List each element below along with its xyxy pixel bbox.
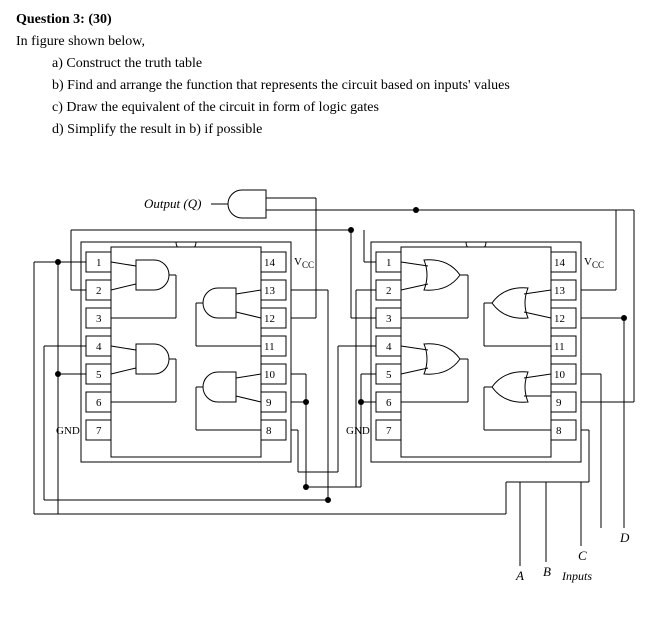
question-title: Question 3: (30) — [16, 12, 656, 28]
svg-text:11: 11 — [264, 341, 275, 353]
svg-text:4: 4 — [386, 341, 392, 353]
svg-text:1: 1 — [96, 257, 102, 269]
svg-text:2: 2 — [96, 285, 102, 297]
circuit-figure: 1 2 3 4 5 6 7 14 13 12 11 10 9 8 GND VCC — [16, 152, 656, 592]
svg-text:5: 5 — [386, 369, 392, 381]
svg-text:3: 3 — [96, 313, 102, 325]
svg-text:3: 3 — [386, 313, 392, 325]
part-c: c) Draw the equivalent of the circuit in… — [52, 100, 656, 116]
svg-text:13: 13 — [264, 285, 276, 297]
ic-left: 1 2 3 4 5 6 7 14 13 12 11 10 9 8 GND VCC — [56, 242, 314, 462]
input-b: B — [543, 564, 551, 579]
svg-text:5: 5 — [96, 369, 102, 381]
svg-text:14: 14 — [554, 257, 566, 269]
svg-text:8: 8 — [266, 425, 272, 437]
question-parts: a) Construct the truth table b) Find and… — [52, 56, 656, 138]
output-gate: Output (Q) — [144, 190, 266, 218]
input-c: C — [578, 548, 587, 563]
svg-text:6: 6 — [386, 397, 392, 409]
svg-text:9: 9 — [556, 397, 562, 409]
ic-right: 1 2 3 4 5 6 7 14 13 12 11 10 9 8 GND VCC — [346, 242, 604, 462]
svg-text:7: 7 — [386, 425, 392, 437]
svg-text:8: 8 — [556, 425, 562, 437]
ic-right-pins-left: 1 2 3 4 5 6 7 — [376, 252, 401, 440]
vcc-label-right: VCC — [584, 256, 604, 270]
svg-text:1: 1 — [386, 257, 392, 269]
question-intro: In figure shown below, — [16, 34, 656, 50]
ic-right-pins-right: 14 13 12 11 10 9 8 — [551, 252, 576, 440]
input-a: A — [515, 568, 524, 583]
svg-text:11: 11 — [554, 341, 565, 353]
output-label: Output (Q) — [144, 196, 201, 211]
svg-text:10: 10 — [554, 369, 566, 381]
ic-left-pins-right: 14 13 12 11 10 9 8 — [261, 252, 286, 440]
gnd-label-right: GND — [346, 425, 370, 437]
svg-text:12: 12 — [264, 313, 275, 325]
part-b: b) Find and arrange the function that re… — [52, 78, 656, 94]
part-a: a) Construct the truth table — [52, 56, 656, 72]
ic-left-pins-left: 1 2 3 4 5 6 7 — [86, 252, 111, 440]
gnd-label-left: GND — [56, 425, 80, 437]
svg-text:14: 14 — [264, 257, 276, 269]
part-d: d) Simplify the result in b) if possible — [52, 122, 656, 138]
input-d: D — [619, 530, 630, 545]
svg-text:7: 7 — [96, 425, 102, 437]
inputs-word: Inputs — [561, 569, 592, 583]
svg-text:9: 9 — [266, 397, 272, 409]
svg-text:6: 6 — [96, 397, 102, 409]
svg-text:10: 10 — [264, 369, 276, 381]
svg-text:2: 2 — [386, 285, 392, 297]
svg-text:12: 12 — [554, 313, 565, 325]
vcc-label-left: VCC — [294, 256, 314, 270]
svg-text:4: 4 — [96, 341, 102, 353]
svg-text:13: 13 — [554, 285, 566, 297]
